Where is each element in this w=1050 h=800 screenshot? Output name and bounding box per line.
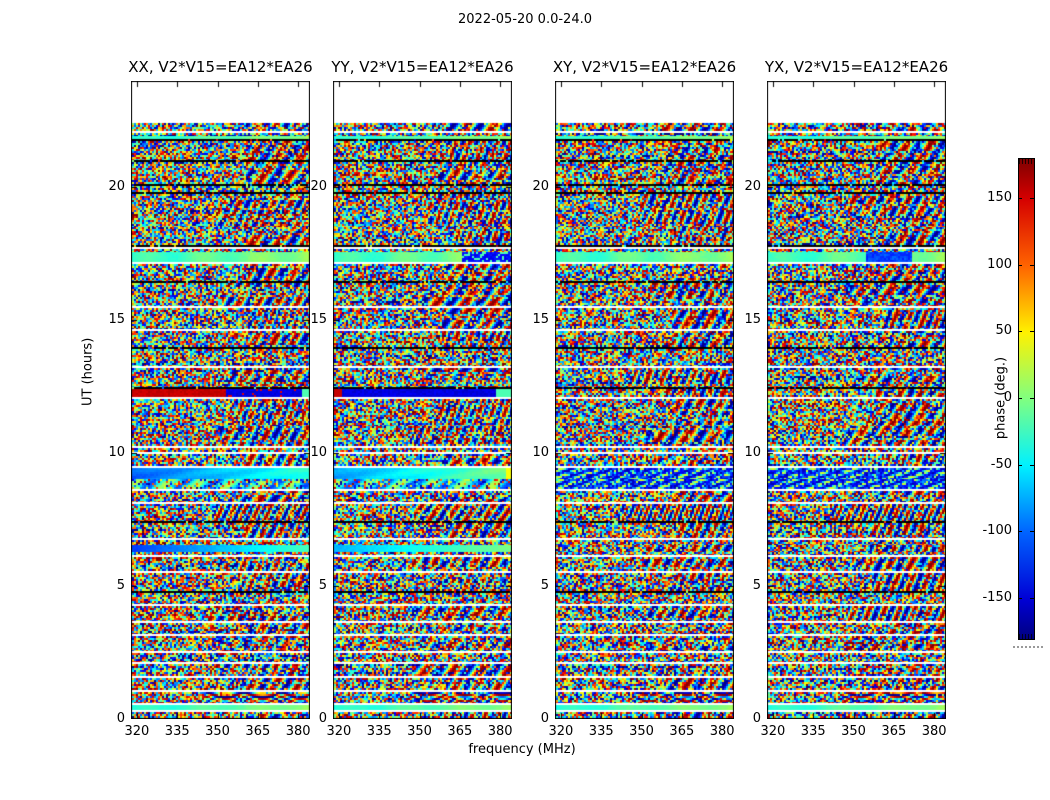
x-tick-label: 380 [921, 724, 947, 739]
y-tick-label: 10 [744, 445, 761, 461]
colorbar-tick-mark [1018, 398, 1022, 399]
x-tick-label: 320 [548, 724, 574, 739]
colorbar-extension-dots [1013, 646, 1043, 648]
y-tick-label: 0 [540, 711, 549, 726]
colorbar [1018, 158, 1035, 640]
y-tick-label: 15 [744, 312, 761, 328]
colorbar-tick-mark [1030, 531, 1034, 532]
colorbar-tick-mark [1030, 465, 1034, 466]
x-tick-label: 365 [447, 724, 473, 739]
x-axis-label: frequency (MHz) [468, 742, 576, 757]
colorbar-tick-label: 0 [1003, 390, 1012, 405]
x-tick-label: 350 [629, 724, 654, 739]
x-tick-label: 365 [245, 724, 271, 739]
colorbar-tick-mark [1018, 598, 1022, 599]
x-tick-label: 365 [669, 724, 695, 739]
y-tick-label: 15 [310, 312, 327, 328]
x-tick-label: 380 [285, 724, 311, 739]
y-tick-label: 20 [108, 179, 125, 195]
colorbar-tick-mark [1018, 331, 1022, 332]
figure-title: 2022-05-20 0.0-24.0 [458, 12, 592, 27]
colorbar-top-hatch [1019, 159, 1034, 164]
phase-heatmap-canvas-yy [333, 81, 512, 719]
colorbar-tick-mark [1018, 465, 1022, 466]
y-tick-label: 15 [108, 312, 125, 328]
y-tick-label: 5 [752, 578, 761, 594]
y-tick-label: 10 [108, 445, 125, 461]
x-tick-label: 335 [800, 724, 826, 739]
colorbar-tick-mark [1018, 265, 1022, 266]
heatmap-panel-yx [767, 81, 946, 719]
y-tick-label: 0 [116, 711, 125, 726]
y-axis-label: UT (hours) [80, 337, 96, 406]
phase-heatmap-canvas-xy [555, 81, 734, 719]
y-tick-label: 20 [310, 179, 327, 195]
y-tick-label: 5 [116, 578, 125, 594]
x-tick-label: 335 [164, 724, 190, 739]
y-tick-label: 20 [532, 179, 549, 195]
y-tick-label: 5 [318, 578, 327, 594]
colorbar-tick-mark [1030, 331, 1034, 332]
colorbar-tick-mark [1030, 598, 1034, 599]
y-tick-label: 10 [310, 445, 327, 461]
colorbar-bottom-hatch [1019, 634, 1034, 639]
x-tick-label: 335 [588, 724, 614, 739]
x-tick-label: 350 [205, 724, 230, 739]
panel-title: YX, V2*V15=EA12*EA26 [764, 58, 949, 76]
heatmap-panel-xy [555, 81, 734, 719]
panel-title: XX, V2*V15=EA12*EA26 [128, 58, 313, 76]
x-tick-label: 320 [326, 724, 352, 739]
y-tick-label: 0 [752, 711, 761, 726]
x-tick-label: 380 [487, 724, 513, 739]
x-tick-label: 350 [841, 724, 866, 739]
x-tick-label: 365 [881, 724, 907, 739]
x-tick-label: 350 [407, 724, 432, 739]
y-tick-label: 0 [318, 711, 327, 726]
colorbar-tick-mark [1030, 265, 1034, 266]
colorbar-tick-mark [1018, 198, 1022, 199]
heatmap-panel-yy [333, 81, 512, 719]
x-tick-label: 335 [366, 724, 392, 739]
panel-title: YY, V2*V15=EA12*EA26 [331, 58, 514, 76]
phase-heatmap-canvas-yx [767, 81, 946, 719]
colorbar-tick-mark [1018, 531, 1022, 532]
colorbar-tick-mark [1030, 398, 1034, 399]
colorbar-tick-label: 150 [987, 190, 1012, 205]
x-tick-label: 320 [760, 724, 786, 739]
heatmap-panel-xx [131, 81, 310, 719]
phase-heatmap-canvas-xx [131, 81, 310, 719]
y-tick-label: 5 [540, 578, 549, 594]
colorbar-tick-label: 50 [995, 323, 1012, 339]
y-tick-label: 10 [532, 445, 549, 461]
x-tick-label: 380 [709, 724, 735, 739]
colorbar-tick-mark [1030, 198, 1034, 199]
panel-title: XY, V2*V15=EA12*EA26 [552, 58, 737, 76]
colorbar-tick-label: -100 [982, 523, 1012, 539]
x-tick-label: 320 [124, 724, 150, 739]
colorbar-tick-label: 100 [987, 256, 1012, 272]
colorbar-tick-label: -50 [990, 456, 1012, 472]
colorbar-tick-label: -150 [982, 590, 1012, 605]
y-tick-label: 15 [532, 312, 549, 328]
y-tick-label: 20 [744, 179, 761, 195]
